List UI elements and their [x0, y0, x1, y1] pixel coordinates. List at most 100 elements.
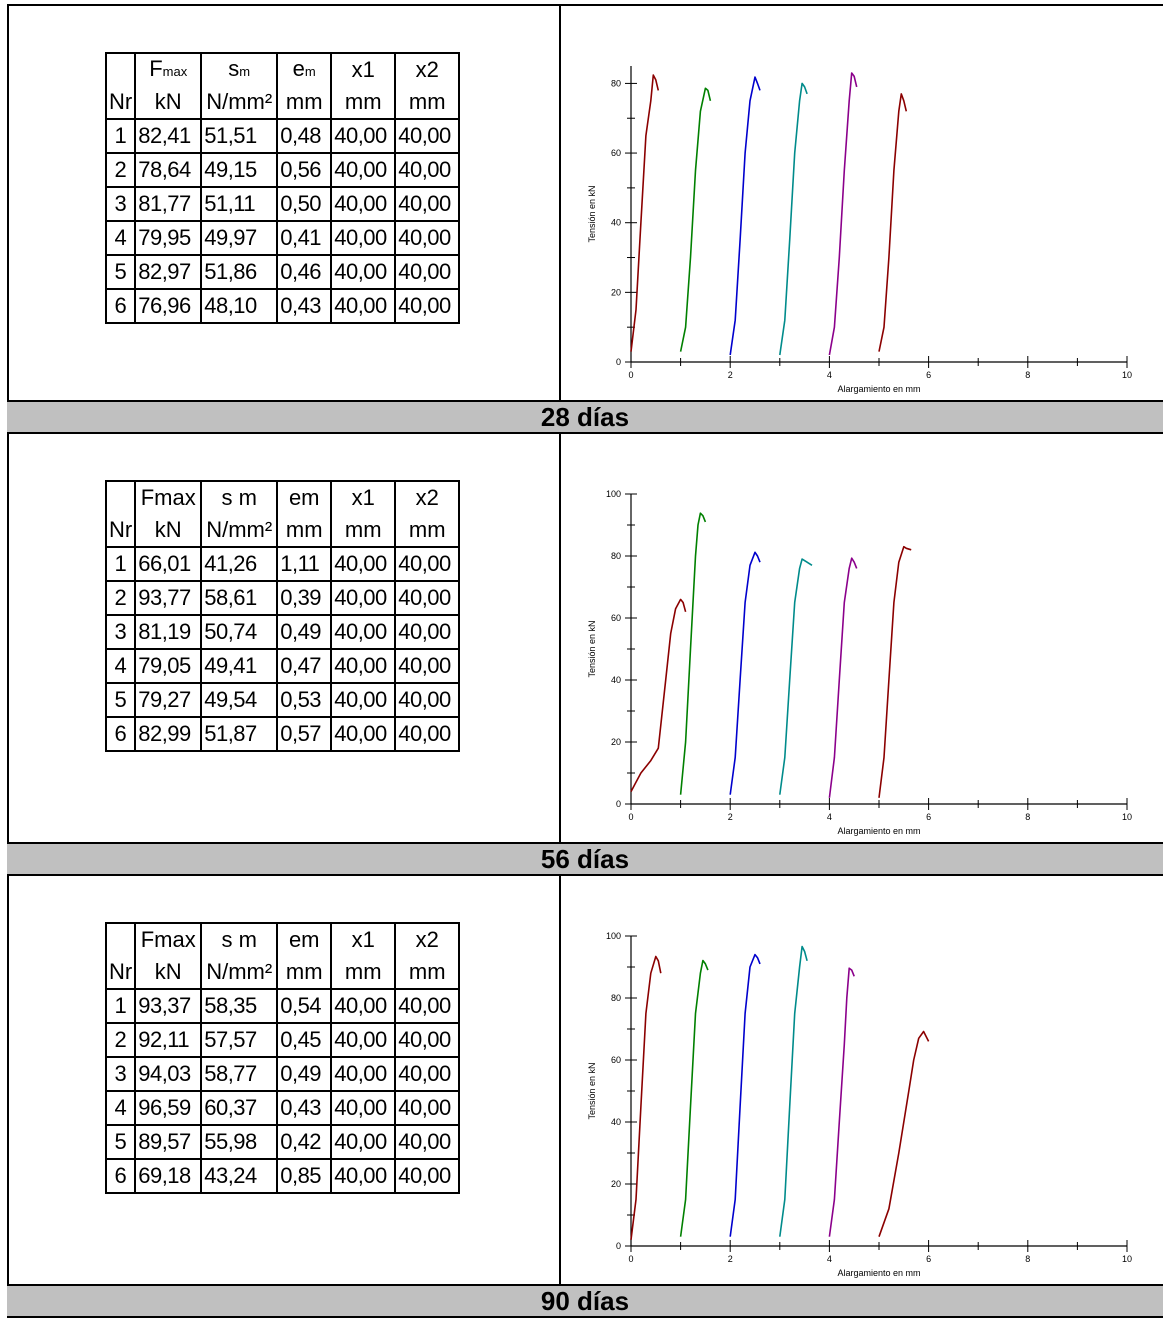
y-tick-label: 80 [611, 551, 621, 561]
table-row: 2 78,64 49,15 0,56 40,00 40,00 [104, 152, 461, 188]
table-cell-value: 40,00 [330, 186, 397, 222]
table-cell: Fmax s m em x1 x2 Nr kN N/mm² mm mm mm 1 93,37 58,35 0… [7, 876, 561, 1284]
table-row: 5 79,27 49,54 0,53 40,00 40,00 [104, 682, 461, 718]
table-cell-value: 49,97 [200, 220, 279, 256]
table-cell-value: 40,00 [330, 288, 397, 324]
x-axis-label: Alargamiento en mm [837, 384, 920, 394]
table-cell-value: 40,00 [330, 1158, 397, 1194]
row-number: 4 [104, 648, 137, 684]
unit-header: kN [134, 86, 203, 120]
header-text: s m [221, 485, 257, 510]
table-cell-value: 40,00 [330, 546, 397, 582]
x-tick-label: 6 [926, 370, 931, 380]
header-text: x1 [351, 927, 375, 952]
series-line-5 [828, 72, 858, 356]
table-cell-value: 40,00 [394, 1056, 461, 1092]
panel-56-days: Fmax s m em x1 x2 Nr kN N/mm² mm mm mm 1 66,01 41,26 1… [7, 434, 1163, 842]
column-header: em [276, 922, 333, 956]
header-text: em [288, 485, 320, 510]
column-header [104, 480, 137, 514]
x-tick-label: 0 [628, 370, 633, 380]
column-header: s m [200, 922, 279, 956]
table-row: 6 82,99 51,87 0,57 40,00 40,00 [104, 716, 461, 752]
row-number: 1 [104, 988, 137, 1024]
table-cell-value: 40,00 [330, 1022, 397, 1058]
y-tick-label: 20 [611, 287, 621, 297]
table-cell-value: 93,37 [134, 988, 203, 1024]
unit-header: mm [330, 86, 397, 120]
table-cell-value: 40,00 [394, 988, 461, 1024]
table-cell-value: 0,57 [276, 716, 333, 752]
y-tick-label: 20 [611, 1179, 621, 1189]
table-cell-value: 79,27 [134, 682, 203, 718]
table-cell-value: 40,00 [394, 1090, 461, 1126]
table-cell-value: 1,11 [276, 546, 333, 582]
series-line-2 [679, 512, 707, 795]
table-row: 6 76,96 48,10 0,43 40,00 40,00 [104, 288, 461, 324]
x-tick-label: 0 [628, 812, 633, 822]
chart-cell: 0 2 4 6 8 10 0 20 40 60 80 Alargamiento en mm Tensió… [561, 6, 1163, 400]
table-cell-value: 49,41 [200, 648, 279, 684]
unit-header: mm [276, 956, 333, 990]
column-header: x1 [330, 922, 397, 956]
table-cell-value: 0,47 [276, 648, 333, 684]
series-line-3 [729, 953, 761, 1237]
units-row: Nr kN N/mm² mm mm mm [104, 956, 461, 990]
y-tick-label: 60 [611, 1055, 621, 1065]
table-cell-value: 93,77 [134, 580, 203, 616]
row-number: 6 [104, 288, 137, 324]
header-text: Fmax [140, 485, 196, 510]
table-cell-value: 40,00 [330, 1090, 397, 1126]
header-text: e [292, 55, 305, 81]
header-text: x1 [351, 57, 375, 82]
table-cell-value: 40,00 [330, 580, 397, 616]
table-cell-value: 79,05 [134, 648, 203, 684]
unit-header: mm [330, 956, 397, 990]
y-axis-label: Tensión en kN [587, 620, 597, 677]
row-number: 2 [104, 1022, 137, 1058]
table-cell-value: 0,56 [276, 152, 333, 188]
table-row: 4 79,05 49,41 0,47 40,00 40,00 [104, 648, 461, 684]
table-cell-value: 0,43 [276, 288, 333, 324]
column-header: em [276, 52, 333, 86]
panel-caption: 90 días [7, 1284, 1163, 1318]
row-number: 5 [104, 682, 137, 718]
table-cell-value: 40,00 [394, 682, 461, 718]
table-row: 1 82,41 51,51 0,48 40,00 40,00 [104, 118, 461, 154]
table-row: 3 81,19 50,74 0,49 40,00 40,00 [104, 614, 461, 650]
y-tick-label: 40 [611, 218, 621, 228]
x-tick-label: 0 [628, 1254, 633, 1264]
table-cell-value: 55,98 [200, 1124, 279, 1160]
y-tick-label: 0 [616, 799, 621, 809]
table-cell-value: 40,00 [394, 580, 461, 616]
header-text: x2 [415, 57, 439, 82]
y-tick-label: 20 [611, 737, 621, 747]
table-cell-value: 0,42 [276, 1124, 333, 1160]
unit-header: mm [330, 514, 397, 548]
row-number: 6 [104, 1158, 137, 1194]
table-cell-value: 51,86 [200, 254, 279, 290]
row-number: 4 [104, 1090, 137, 1126]
column-header [104, 52, 137, 86]
table-cell-value: 49,54 [200, 682, 279, 718]
x-tick-label: 10 [1122, 370, 1132, 380]
unit-header: N/mm² [200, 86, 279, 120]
column-header: x2 [394, 922, 461, 956]
table-cell-value: 57,57 [200, 1022, 279, 1058]
unit-header: Nr [104, 86, 137, 120]
table-row: 3 81,77 51,11 0,50 40,00 40,00 [104, 186, 461, 222]
x-tick-label: 2 [728, 1254, 733, 1264]
table-cell-value: 40,00 [394, 288, 461, 324]
table-cell-value: 51,51 [200, 118, 279, 154]
table-cell-value: 40,00 [330, 220, 397, 256]
chart-cell: 0 2 4 6 8 10 0 20 40 60 80 100 Alargamiento en mm Ten… [561, 434, 1163, 842]
panel-caption: 28 días [7, 400, 1163, 434]
column-header: Fmax [134, 52, 203, 86]
table-cell-value: 58,77 [200, 1056, 279, 1092]
x-tick-label: 8 [1025, 370, 1030, 380]
table-cell-value: 0,54 [276, 988, 333, 1024]
table-cell-value: 40,00 [330, 254, 397, 290]
header-text: F [149, 55, 163, 81]
header-subscript: m [304, 63, 316, 79]
table-cell-value: 0,45 [276, 1022, 333, 1058]
